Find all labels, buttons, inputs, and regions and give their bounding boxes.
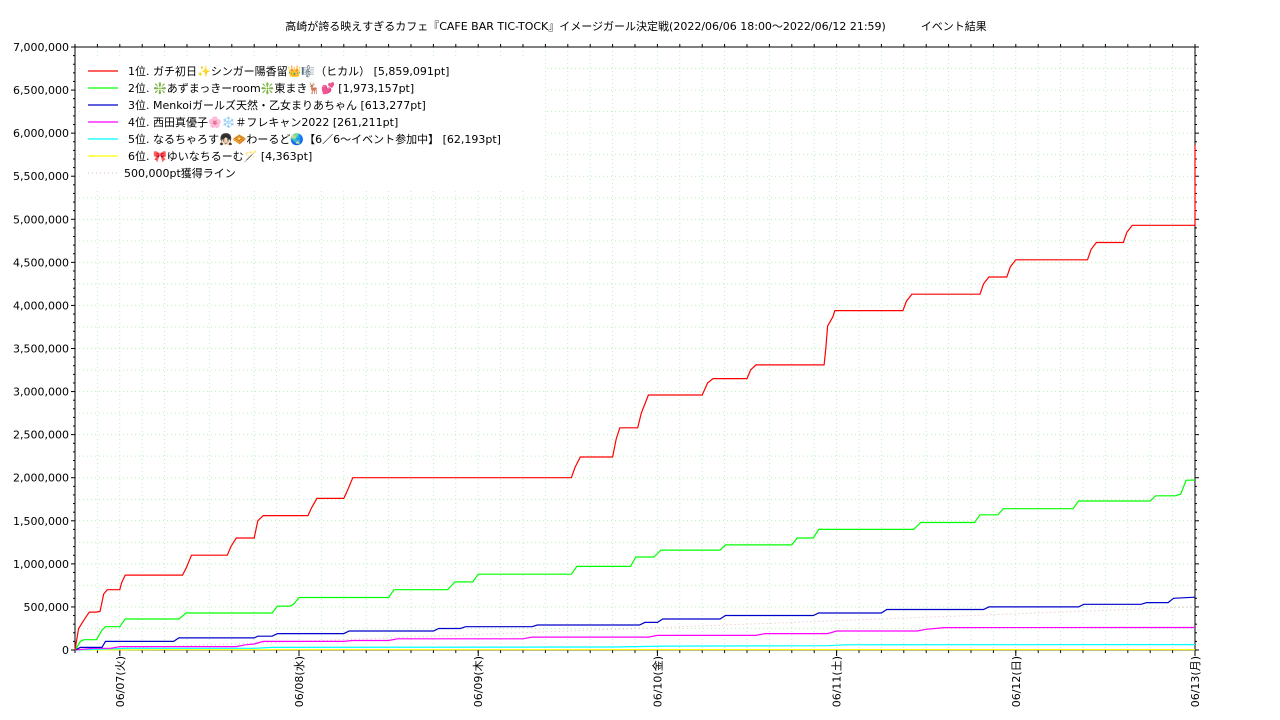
- legend-label-6: 6位. 🎀ゆいなちるーむ🪄 [4,363pt]: [128, 149, 312, 163]
- y-tick-label: 4,000,000: [13, 299, 69, 312]
- y-tick-label: 1,500,000: [13, 515, 69, 528]
- legend-label-2: 2位. ❇️あずまっきーroom❇️東まき🦌💕 [1,973,157pt]: [128, 81, 414, 95]
- y-tick-label: 5,000,000: [13, 213, 69, 226]
- y-tick-label: 3,000,000: [13, 386, 69, 399]
- y-tick-label: 2,500,000: [13, 429, 69, 442]
- y-tick-label: 500,000: [24, 601, 70, 614]
- legend: 1位. ガチ初日✨シンガー陽香留👑🎼（ヒカル） [5,859,091pt] 2位.…: [80, 58, 545, 188]
- x-tick-label: 06/11(土): [831, 656, 844, 707]
- y-tick-label: 1,000,000: [13, 558, 69, 571]
- legend-label-1: 1位. ガチ初日✨シンガー陽香留👑🎼（ヒカル） [5,859,091pt]: [128, 64, 449, 78]
- x-tick-label: 06/12(日): [1010, 656, 1023, 707]
- x-tick-label: 06/08(水): [293, 656, 306, 707]
- x-tick-label: 06/10(金): [650, 656, 664, 707]
- series-line-1: [74, 145, 1196, 651]
- x-tick-label: 06/07(火): [114, 656, 127, 707]
- y-tick-label: 0: [62, 644, 69, 657]
- y-tick-label: 6,000,000: [13, 127, 69, 140]
- x-tick-label: 06/13(月): [1189, 656, 1202, 707]
- legend-label-3: 3位. Menkoiガールズ天然・乙女まりあちゃん [613,277pt]: [128, 98, 426, 112]
- series-line-4: [74, 626, 1196, 651]
- y-tick-label: 5,500,000: [13, 170, 69, 183]
- x-tick-label: 06/09(木): [472, 656, 485, 707]
- legend-box: [80, 58, 545, 188]
- series-line-7: [74, 606, 1196, 651]
- series-line-3: [74, 596, 1196, 651]
- legend-label-4: 4位. 西田真優子🌸❄️＃フレキャン2022 [261,211pt]: [128, 115, 398, 129]
- y-tick-label: 3,500,000: [13, 343, 69, 356]
- y-tick-label: 4,500,000: [13, 256, 69, 269]
- legend-label-7: 500,000pt獲得ライン: [124, 167, 236, 180]
- y-tick-label: 2,000,000: [13, 472, 69, 485]
- axes: 0 500,000 1,000,000 1,500,000 2,000,000 2,500…: [13, 41, 1202, 707]
- chart-title: 高崎が誇る映えすぎるカフェ『CAFE BAR TIC-TOCK』イメージガール決…: [285, 20, 987, 33]
- y-tick-label: 6,500,000: [13, 84, 69, 97]
- series-line-2: [74, 479, 1196, 651]
- series-lines: [74, 145, 1196, 651]
- series-line-5: [74, 643, 1196, 651]
- legend-label-5: 5位. なるちゃろす👧🏻🧇わーるど🌏【6／6〜イベント参加中】 [62,193p…: [128, 132, 501, 146]
- y-tick-label: 7,000,000: [13, 41, 69, 54]
